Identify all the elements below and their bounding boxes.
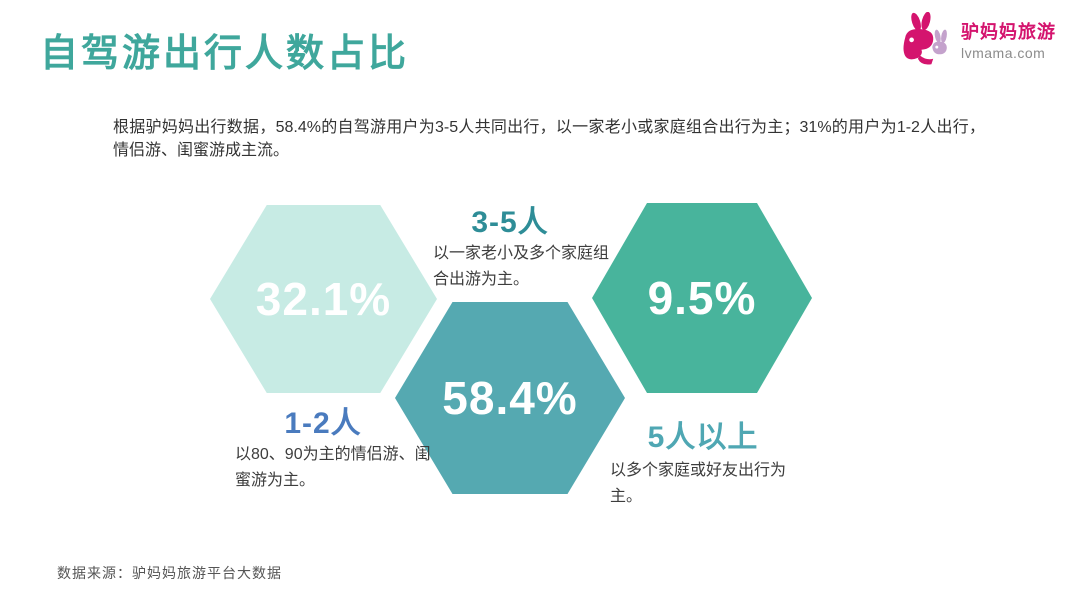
rabbit-mascot-icon — [903, 12, 947, 65]
label-3-5: 3-5人 — [471, 206, 549, 239]
label-5-plus: 5人以上 — [647, 421, 759, 454]
page-title: 自驾游出行人数占比 — [40, 33, 410, 75]
description-3-5: 以一家老小及多个家庭组合出游为主。 — [433, 245, 610, 288]
logo-brand-name: 驴妈妈旅游 — [961, 21, 1056, 42]
label-1-2: 1-2人 — [284, 407, 362, 440]
logo-text: 驴妈妈旅游 lvmama.com — [961, 18, 1056, 61]
intro-paragraph: 根据驴妈妈出行数据，58.4%的自驾游用户为3-5人共同出行，以一家老小或家庭组… — [113, 119, 985, 159]
hexagon-1-2: 32.1% — [210, 205, 437, 393]
value-1-2: 32.1% — [255, 273, 392, 325]
value-5-plus: 9.5% — [647, 272, 757, 324]
description-1-2: 以80、90为主的情侣游、闺蜜游为主。 — [235, 446, 431, 489]
data-source: 数据来源：驴妈妈旅游平台大数据 — [57, 565, 282, 581]
logo-domain: lvmama.com — [961, 44, 1046, 61]
lvmama-logo[interactable]: 驴妈妈旅游 lvmama.com — [897, 12, 1056, 66]
value-3-5: 58.4% — [442, 372, 578, 424]
description-5-plus: 以多个家庭或好友出行为主。 — [610, 462, 787, 505]
hexagon-5-plus: 9.5% — [592, 203, 812, 393]
